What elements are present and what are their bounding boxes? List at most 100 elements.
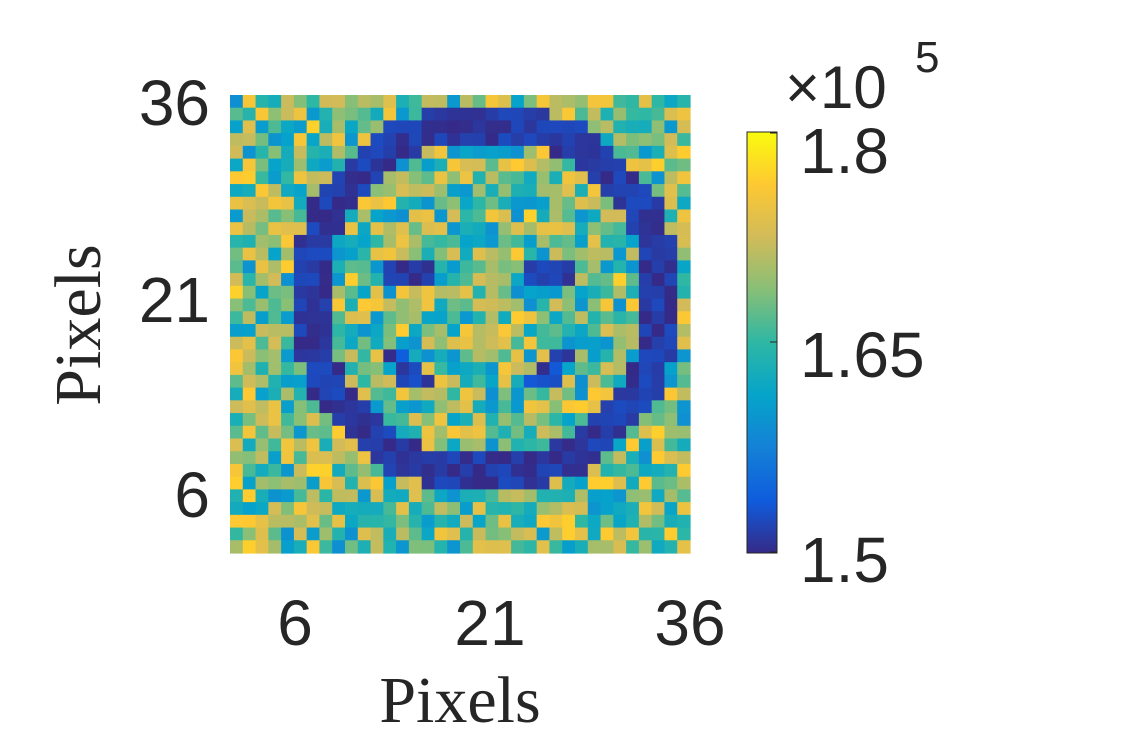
heatmap-cell [626,451,640,465]
heatmap-cell [408,209,423,223]
heatmap-cell [562,95,576,109]
heatmap-cell [293,107,308,122]
heatmap-cell [281,502,295,516]
heatmap-cell [255,234,269,249]
heatmap-cell [370,540,384,554]
heatmap-cell [421,438,436,452]
heatmap-cell [357,362,372,376]
heatmap-cell [268,502,282,516]
heatmap-cell [293,324,308,338]
heatmap-cell [587,260,602,274]
heatmap-cell [460,336,474,351]
heatmap-cell [511,298,525,312]
heatmap-cell [281,311,295,325]
heatmap-cell [523,489,538,503]
heatmap-cell [549,145,563,160]
heatmap-cell [677,349,691,363]
heatmap-cell [638,196,653,211]
heatmap-cell [498,184,512,198]
heatmap-cell [447,324,461,338]
heatmap-cell [434,107,448,122]
heatmap-cell [319,540,333,554]
heatmap-cell [242,171,257,185]
heatmap-cell [664,311,678,325]
heatmap-cell [600,145,614,160]
heatmap-cell [575,247,589,261]
heatmap-cell [434,438,448,452]
heatmap-cell [460,374,474,389]
heatmap-cell [230,196,244,211]
heatmap-cell [396,158,410,172]
heatmap-cell [319,273,333,287]
heatmap-cell [511,476,525,490]
heatmap-cell [383,222,397,236]
heatmap-cell [345,336,359,351]
heatmap-cell [345,463,359,478]
heatmap-cell [396,425,410,440]
heatmap-cell [383,260,397,274]
heatmap-cell [626,400,640,414]
heatmap-cell [319,476,333,490]
heatmap-cell [230,463,244,478]
heatmap-cell [255,184,269,198]
heatmap-cell [575,145,589,160]
heatmap-cell [575,209,589,223]
heatmap-cell [587,234,602,249]
heatmap-cell [498,349,512,363]
heatmap-cell [523,502,538,516]
y-tick-6: 6 [174,459,210,531]
heatmap-cell [370,400,384,414]
heatmap-cell [421,324,436,338]
heatmap-cell [575,336,589,351]
heatmap-cell [434,209,448,223]
heatmap-cell [472,285,487,300]
heatmap-cell [460,184,474,198]
heatmap-cell [638,95,653,109]
heatmap-cell [523,349,538,363]
heatmap-cell [357,260,372,274]
heatmap-cell [447,273,461,287]
heatmap-cell [447,476,461,490]
heatmap-cell [664,463,678,478]
heatmap-cell [370,133,384,147]
heatmap-cell [523,336,538,351]
heatmap-cell [575,158,589,172]
heatmap-cell [600,438,614,452]
heatmap-cell [549,260,563,274]
heatmap-cell [613,425,627,440]
heatmap-cell [255,311,269,325]
heatmap-cell [536,196,551,211]
heatmap-cell [434,502,448,516]
heatmap-cell [600,273,614,287]
heatmap-cell [498,222,512,236]
heatmap-cell [370,324,384,338]
heatmap-cell [587,514,602,529]
heatmap-cell [575,502,589,516]
heatmap-cell [677,413,691,427]
heatmap-cell [306,120,321,134]
heatmap-cell [472,247,487,261]
heatmap-cell [408,413,423,427]
heatmap-cell [536,438,551,452]
heatmap-cell [626,336,640,351]
heatmap-cell [230,247,244,261]
heatmap-cell [664,260,678,274]
heatmap-cell [677,425,691,440]
heatmap-cell [600,324,614,338]
heatmap-cell [587,400,602,414]
heatmap-cell [664,362,678,376]
heatmap-cell [421,489,436,503]
heatmap-cell [319,133,333,147]
heatmap-cell [345,247,359,261]
heatmap-cell [370,234,384,249]
heatmap-cell [421,387,436,401]
heatmap-cell [562,209,576,223]
heatmap-cell [357,209,372,223]
heatmap-cell [434,196,448,211]
heatmap-cell [651,349,666,363]
heatmap-cell [664,133,678,147]
heatmap-cell [575,514,589,529]
heatmap-cell [677,285,691,300]
heatmap-cell [421,196,436,211]
heatmap-cell [434,184,448,198]
